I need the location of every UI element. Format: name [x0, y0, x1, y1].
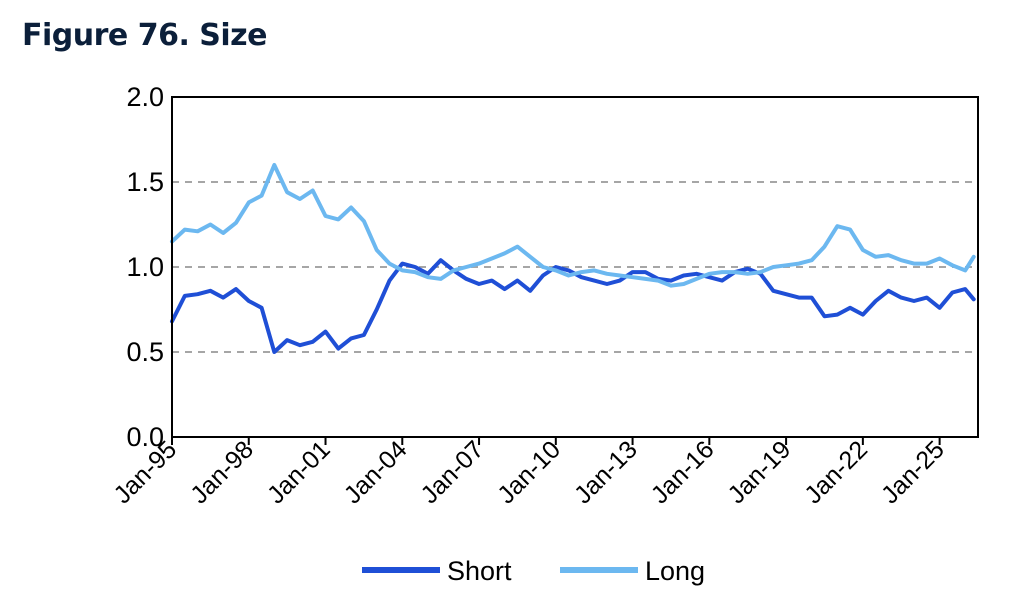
x-tick-label: Jan-07	[415, 435, 489, 509]
x-axis: Jan-95 Jan-98 Jan-01 Jan-04 Jan-07 Jan-10 Jan-…	[108, 435, 949, 509]
y-axis: 0.0 0.5 1.0 1.5 2.0	[126, 82, 164, 452]
y-tick-label: 1.0	[126, 252, 164, 282]
y-tick-label: 0.5	[126, 337, 164, 367]
gridlines	[172, 181, 978, 353]
x-tick-label: Jan-16	[646, 435, 720, 509]
legend: Short Long	[362, 556, 705, 586]
x-tick-label: Jan-13	[569, 435, 643, 509]
y-tick-label: 0.0	[126, 422, 164, 452]
y-tick-label: 1.5	[126, 167, 164, 197]
legend-label-long: Long	[645, 556, 705, 586]
x-tick-label: Jan-10	[492, 435, 566, 509]
chart-title: Figure 76. Size	[22, 18, 267, 53]
plot-area-frame	[171, 96, 979, 438]
x-tick-label: Jan-19	[722, 435, 796, 509]
x-tick-label: Jan-98	[185, 435, 259, 509]
y-tick-label: 2.0	[126, 82, 164, 112]
x-tick-label: Jan-04	[339, 435, 413, 509]
series-line-long	[170, 163, 976, 288]
x-tick-label: Jan-25	[876, 435, 950, 509]
x-tick-label: Jan-01	[262, 435, 336, 509]
series-layer	[170, 163, 976, 354]
legend-label-short: Short	[447, 556, 512, 586]
x-tick-label: Jan-22	[799, 435, 873, 509]
